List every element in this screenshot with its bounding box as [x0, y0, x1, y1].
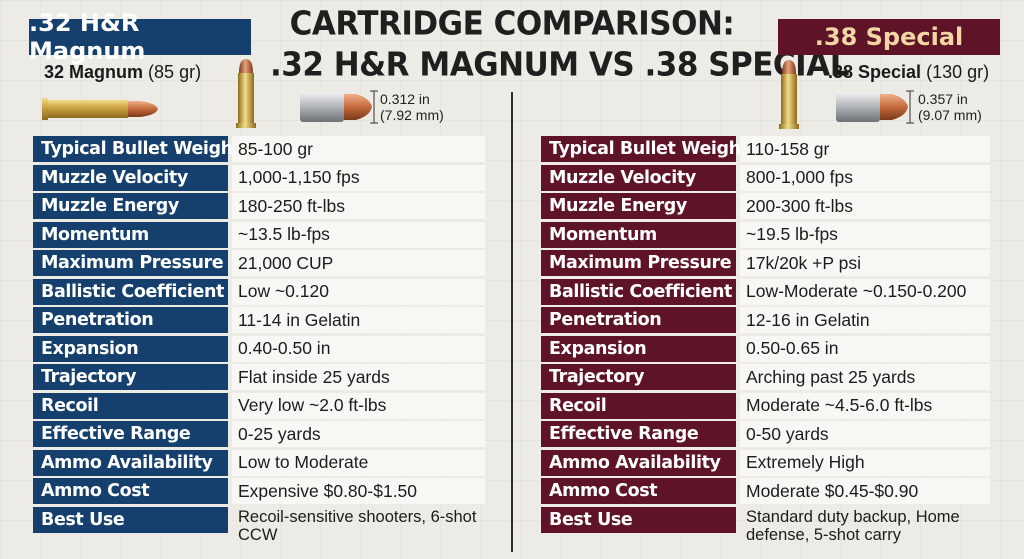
spec-value: 180-250 ft-lbs	[232, 193, 485, 219]
left-cartridge-subtitle: 32 Magnum (85 gr)	[44, 62, 201, 83]
bullet-profile-icon	[300, 90, 378, 124]
spec-label: Expansion	[541, 335, 736, 362]
spec-value: Moderate ~4.5-6.0 ft-lbs	[740, 392, 990, 419]
spec-value: Low-Moderate ~0.150-0.200	[740, 278, 990, 305]
spec-label: Typical Bullet Weight	[33, 136, 241, 162]
spec-label: Expansion	[33, 335, 228, 362]
cartridge-upright-icon	[779, 60, 799, 129]
spec-value: 110-158 gr	[740, 136, 990, 162]
spec-label: Effective Range	[541, 421, 736, 447]
spec-label: Momentum	[33, 221, 228, 248]
spec-value: 11-14 in Gelatin	[232, 307, 485, 333]
spec-value: 0.40-0.50 in	[232, 335, 485, 362]
spec-label: Muzzle Velocity	[541, 164, 736, 191]
spec-label: Muzzle Energy	[33, 193, 228, 219]
spec-value: Flat inside 25 yards	[232, 364, 485, 390]
spec-label: Ammo Cost	[33, 478, 228, 504]
spec-label: Ballistic Coefficient	[33, 278, 228, 305]
spec-label: Recoil	[541, 392, 736, 419]
spec-value: 12-16 in Gelatin	[740, 307, 990, 333]
spec-value: Arching past 25 yards	[740, 364, 990, 390]
right-cartridge-subtitle: .38 Special (130 gr)	[828, 62, 989, 83]
left-diameter-label: 0.312 in (7.92 mm)	[380, 91, 444, 123]
spec-value: Very low ~2.0 ft-lbs	[232, 392, 485, 419]
spec-value: 21,000 CUP	[232, 250, 485, 276]
spec-value: Low to Moderate	[232, 449, 485, 476]
spec-label: Ammo Availability	[33, 449, 228, 476]
right-subtitle-name: .38 Special	[828, 62, 922, 82]
left-subtitle-weight: (85 gr)	[148, 62, 202, 82]
spec-label: Penetration	[541, 307, 736, 333]
spec-value: 800-1,000 fps	[740, 164, 990, 191]
spec-label: Typical Bullet Weight	[541, 136, 749, 162]
right-cartridge-badge: .38 Special	[778, 19, 1000, 55]
spec-label: Best Use	[541, 506, 736, 533]
title-line-1: CARTRIDGE COMPARISON:	[289, 5, 735, 43]
spec-value: 1,000-1,150 fps	[232, 164, 485, 191]
spec-value: 0.50-0.65 in	[740, 335, 990, 362]
spec-value: ~19.5 lb-fps	[740, 221, 990, 248]
spec-label: Ballistic Coefficient	[541, 278, 736, 305]
spec-value: 0-50 yards	[740, 421, 990, 447]
cartridge-side-icon	[42, 98, 158, 120]
left-subtitle-name: 32 Magnum	[44, 62, 144, 82]
bullet-profile-icon	[836, 90, 914, 124]
right-diameter-label: 0.357 in (9.07 mm)	[918, 91, 982, 123]
spec-value: 85-100 gr	[232, 136, 485, 162]
spec-value: 200-300 ft-lbs	[740, 193, 990, 219]
page-title: CARTRIDGE COMPARISON: .32 H&R MAGNUM VS …	[270, 4, 849, 86]
spec-value: 0-25 yards	[232, 421, 485, 447]
spec-value: Moderate $0.45-$0.90	[740, 478, 990, 504]
cartridge-upright-icon	[236, 59, 256, 128]
spec-label: Recoil	[33, 392, 228, 419]
spec-label: Maximum Pressure	[541, 250, 736, 276]
spec-label: Trajectory	[33, 364, 228, 390]
left-cartridge-badge: .32 H&R Magnum	[29, 9, 251, 65]
spec-value: Recoil-sensitive shooters, 6-shot CCW	[238, 507, 477, 544]
spec-label: Muzzle Energy	[541, 193, 736, 219]
spec-value: Low ~0.120	[232, 278, 485, 305]
spec-value: Extremely High	[740, 449, 990, 476]
spec-value: Expensive $0.80-$1.50	[232, 478, 485, 504]
spec-label: Momentum	[541, 221, 736, 248]
spec-label: Maximum Pressure	[33, 250, 228, 276]
spec-value: Standard duty backup, Home defense, 5-sh…	[746, 507, 960, 544]
spec-label: Muzzle Velocity	[33, 164, 228, 191]
spec-label: Ammo Cost	[541, 478, 736, 504]
title-line-2: .32 H&R MAGNUM VS .38 SPECIAL	[270, 46, 849, 84]
spec-label: Ammo Availability	[541, 449, 736, 476]
spec-label: Trajectory	[541, 364, 736, 390]
spec-value: 17k/20k +P psi	[740, 250, 990, 276]
spec-label: Effective Range	[33, 421, 228, 447]
spec-value: ~13.5 lb-fps	[232, 221, 485, 248]
spec-label: Penetration	[33, 307, 228, 333]
center-divider	[511, 92, 513, 552]
spec-label: Best Use	[33, 506, 228, 533]
right-subtitle-weight: (130 gr)	[926, 62, 990, 82]
